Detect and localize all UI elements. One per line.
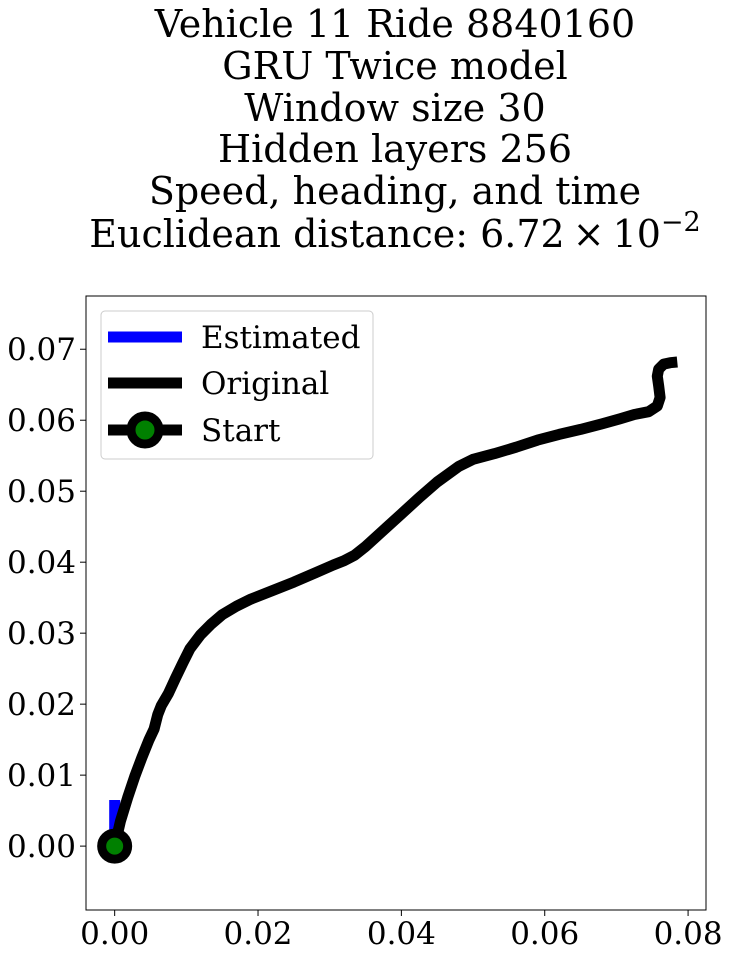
x-tick-label: 0.06 (510, 916, 579, 952)
x-tick-label: 0.00 (80, 916, 149, 952)
series-original-line (109, 356, 678, 848)
distance-mantissa: 6.72 (480, 212, 565, 256)
ticks-layer: 0.00 0.02 0.04 0.06 0.08 0.00 0.01 0.02 0.03 0.04… (7, 332, 723, 952)
y-tick-label: 0.05 (7, 474, 76, 510)
title-line-3: Window size 30 (244, 86, 545, 130)
legend-label-estimated: Estimated (201, 320, 360, 356)
y-tick-label: 0.06 (7, 403, 76, 439)
x-tick-label: 0.04 (367, 916, 436, 952)
title-line-1: Vehicle 11 Ride 8840160 (154, 2, 635, 46)
title-line-distance: Euclidean distance: 6.72 × 10−2 (89, 207, 700, 256)
y-tick-label: 0.04 (7, 545, 76, 581)
distance-prefix: Euclidean distance: (89, 212, 480, 256)
y-tick-label: 0.02 (7, 687, 76, 723)
y-tick-label: 0.01 (7, 758, 76, 794)
title-line-5: Speed, heading, and time (149, 169, 641, 213)
plot-area: 0.00 0.02 0.04 0.06 0.08 0.00 0.01 0.02 0.03 0.04… (7, 295, 723, 952)
legend-box (100, 310, 374, 460)
legend-label-start: Start (201, 413, 281, 449)
y-tick-label: 0.00 (7, 829, 76, 865)
distance-base: 10 (613, 212, 661, 256)
series-layer (97, 356, 678, 864)
y-tick-label: 0.07 (7, 332, 76, 368)
x-tick-label: 0.08 (654, 916, 723, 952)
x-tick-label: 0.02 (224, 916, 293, 952)
y-tick-label: 0.03 (7, 616, 76, 652)
legend: Estimated Original Start (100, 310, 374, 460)
chart-title: Vehicle 11 Ride 8840160 GRU Twice model … (89, 2, 700, 256)
distance-times: × (573, 212, 605, 256)
legend-label-original: Original (201, 366, 329, 402)
series-start-marker (97, 828, 133, 864)
title-line-2: GRU Twice model (222, 44, 567, 88)
title-line-4: Hidden layers 256 (218, 127, 572, 171)
axes-frame (85, 295, 707, 911)
distance-exponent: −2 (661, 207, 701, 238)
legend-swatch-start-marker (126, 411, 164, 449)
